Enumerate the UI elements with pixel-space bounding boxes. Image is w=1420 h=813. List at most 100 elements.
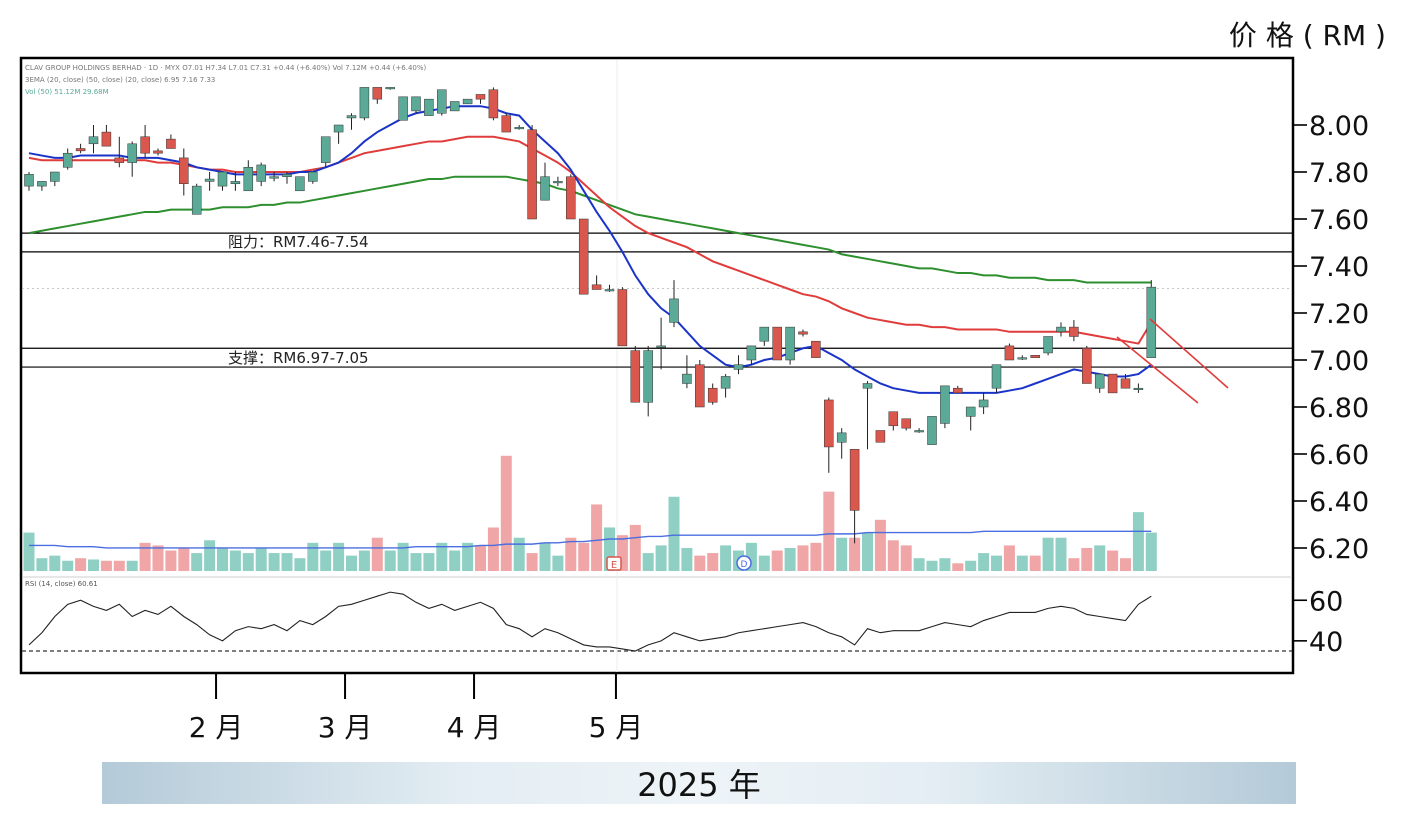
- volume-bar: [1016, 555, 1028, 571]
- price-tick-label: 7.60: [1309, 205, 1369, 236]
- volume-bar: [604, 527, 615, 571]
- candle-body: [1120, 378, 1131, 389]
- candle-body: [888, 411, 899, 427]
- volume-bar: [823, 491, 835, 571]
- candle: [1004, 343, 1015, 361]
- candle-body: [449, 101, 460, 112]
- candle: [540, 162, 550, 201]
- candle-body: [127, 143, 137, 163]
- candle: [707, 383, 718, 405]
- candle: [772, 326, 782, 361]
- volume-bar: [629, 524, 641, 571]
- candle-body: [591, 284, 602, 290]
- candle-body: [1133, 387, 1144, 390]
- candle-body: [1082, 348, 1092, 384]
- candle: [798, 329, 808, 337]
- volume-bar: [449, 550, 461, 571]
- volume-bar: [874, 519, 886, 571]
- ema-mid-line: [28, 135, 1153, 345]
- price-tick-label: 7.20: [1309, 299, 1369, 330]
- candle: [1043, 336, 1053, 356]
- candle-body: [1030, 355, 1040, 358]
- candle: [127, 141, 137, 177]
- volume-bars: [23, 455, 1157, 571]
- candle-body: [1069, 326, 1079, 337]
- dividend-marker: D: [736, 555, 752, 571]
- price-tick-label: 6.80: [1309, 393, 1369, 424]
- candle-body: [166, 138, 176, 149]
- candle: [153, 148, 163, 156]
- volume-bar: [475, 545, 486, 571]
- volume-bar: [939, 558, 951, 571]
- candle-body: [978, 399, 989, 408]
- candle: [501, 113, 512, 133]
- month-tick-label: 3 月: [318, 711, 373, 744]
- earnings-marker-box: [606, 556, 622, 571]
- candle: [1094, 373, 1105, 393]
- candle: [346, 113, 357, 130]
- candle: [617, 287, 628, 347]
- candle: [888, 411, 899, 431]
- volume-bar: [565, 537, 577, 571]
- info-line-volume: Vol (50) 51.12M 29.68M: [25, 88, 109, 96]
- ema-short-line: [28, 105, 1152, 394]
- volume-bar: [487, 527, 499, 571]
- volume-bar: [229, 550, 241, 571]
- candle: [488, 87, 499, 121]
- volume-bar: [552, 555, 564, 571]
- channel-trendlines: [1116, 318, 1229, 404]
- candle: [359, 87, 370, 121]
- volume-bar: [513, 537, 525, 571]
- candle-body: [204, 178, 215, 182]
- month-tick-label: 5 月: [589, 711, 644, 744]
- year-band: 2025 年: [102, 762, 1296, 804]
- ema-lines: [28, 105, 1153, 394]
- candle: [437, 89, 447, 116]
- dividend-marker-letter: D: [741, 560, 748, 570]
- candle-body: [398, 96, 408, 121]
- volume-bar: [655, 545, 667, 571]
- candle-body: [630, 350, 641, 403]
- candle: [630, 345, 641, 403]
- price-tick-label: 6.20: [1309, 534, 1369, 565]
- candle: [824, 397, 834, 473]
- candle: [449, 101, 460, 112]
- ema-long-line: [28, 175, 1152, 284]
- candle-body: [746, 345, 757, 361]
- volume-bar: [900, 545, 912, 571]
- candle: [733, 355, 744, 375]
- candle-body: [1056, 326, 1066, 333]
- candle: [991, 364, 1002, 393]
- rsi-polyline: [28, 591, 1152, 652]
- candle: [849, 449, 860, 544]
- candle: [24, 172, 34, 191]
- candle-body: [282, 174, 292, 177]
- candle-body: [578, 218, 589, 295]
- candle-body: [656, 345, 666, 348]
- volume-bar: [23, 532, 35, 571]
- volume-bar: [1145, 532, 1157, 571]
- candle: [643, 345, 653, 417]
- candle-body: [308, 171, 318, 182]
- volume-bar: [255, 547, 267, 571]
- candle: [88, 125, 99, 154]
- volume-bar: [358, 550, 370, 571]
- volume-bar: [978, 553, 990, 571]
- candle-body: [333, 124, 344, 133]
- candle: [475, 94, 486, 104]
- volume-bar: [436, 542, 448, 571]
- volume-bar: [952, 563, 964, 571]
- volume-bar: [423, 553, 435, 571]
- volume-bar: [642, 553, 654, 571]
- candle-body: [798, 331, 808, 335]
- volume-bar: [113, 560, 125, 571]
- rsi-tick-label: 40: [1309, 627, 1343, 658]
- volume-bar: [1068, 558, 1080, 571]
- volume-bar: [1029, 555, 1041, 571]
- volume-bar: [410, 553, 422, 571]
- candle-body: [695, 364, 705, 408]
- candle-body: [320, 136, 331, 163]
- candle: [901, 418, 911, 431]
- candle: [914, 428, 924, 433]
